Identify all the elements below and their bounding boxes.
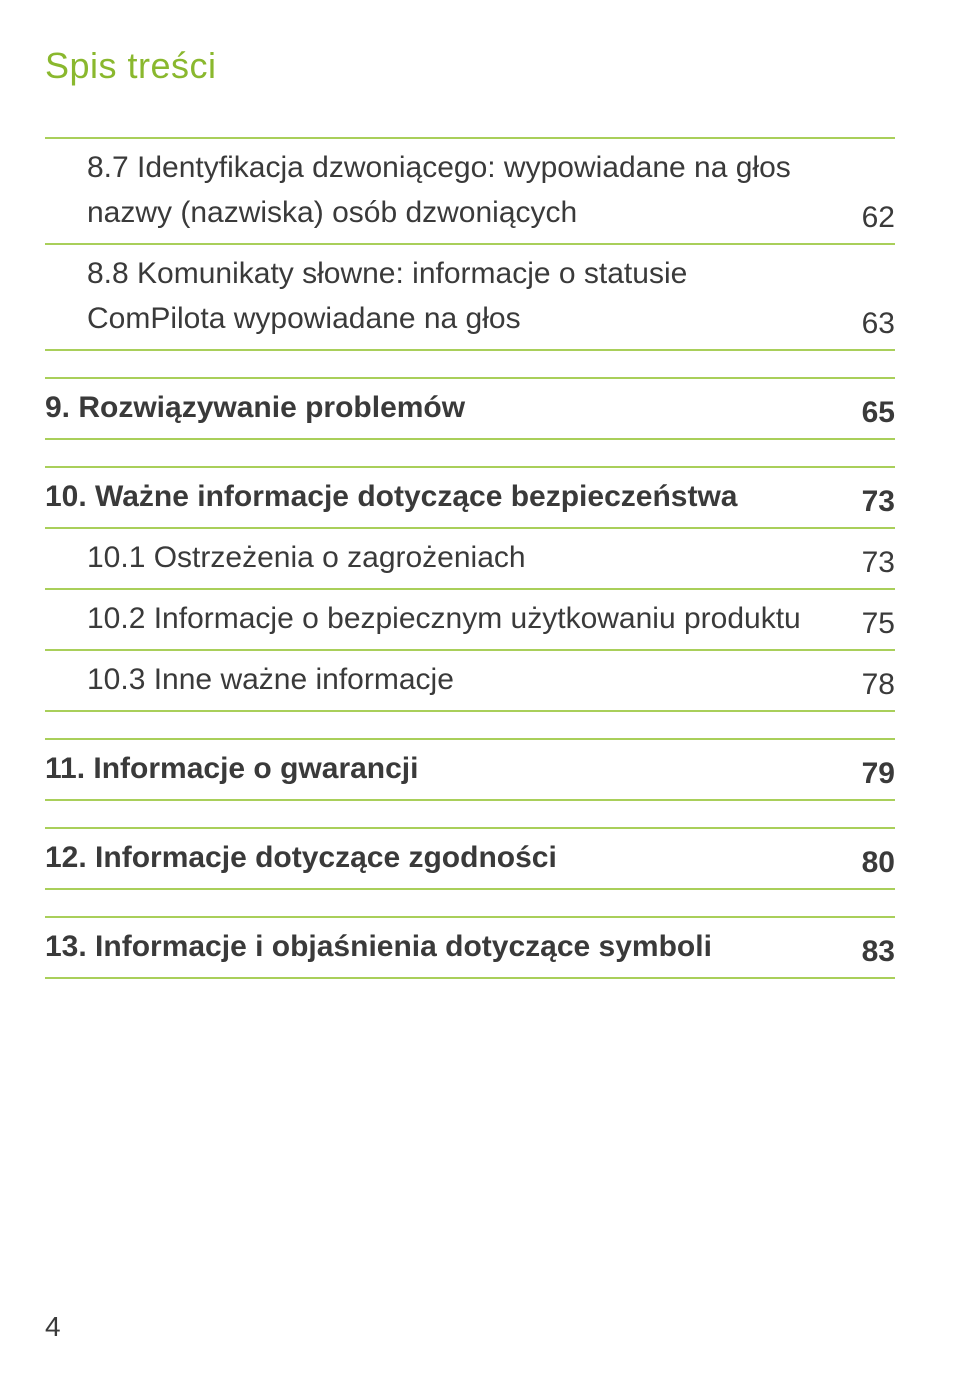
toc-entry-label: 8.7 Identyfikacja dzwoniącego: wypowiada… — [45, 145, 862, 235]
toc-entry-label: 10.2 Informacje o bezpiecznym użytkowani… — [45, 596, 862, 641]
toc-entry-page: 79 — [862, 757, 895, 791]
toc-entry: 8.8 Komunikaty słowne: informacje o stat… — [45, 245, 895, 351]
toc-entry-label: 8.8 Komunikaty słowne: informacje o stat… — [45, 251, 862, 341]
toc-entry: 10.2 Informacje o bezpiecznym użytkowani… — [45, 590, 895, 651]
toc-entry: 10.3 Inne ważne informacje78 — [45, 651, 895, 712]
toc-entry-page: 83 — [862, 935, 895, 969]
toc-entry: 11. Informacje o gwarancji79 — [45, 738, 895, 801]
toc-entry: 12. Informacje dotyczące zgodności80 — [45, 827, 895, 890]
toc-section: 12. Informacje dotyczące zgodności80 — [45, 827, 895, 890]
toc-entry: 8.7 Identyfikacja dzwoniącego: wypowiada… — [45, 137, 895, 245]
toc-entry: 10.1 Ostrzeżenia o zagrożeniach73 — [45, 529, 895, 590]
toc-entry: 10. Ważne informacje dotyczące bezpiecze… — [45, 466, 895, 529]
toc-section: 13. Informacje i objaśnienia dotyczące s… — [45, 916, 895, 979]
toc-entry-label: 10. Ważne informacje dotyczące bezpiecze… — [45, 474, 862, 519]
page-title: Spis treści — [45, 45, 895, 87]
toc-entry-label: 10.3 Inne ważne informacje — [45, 657, 862, 702]
toc-section: 8.7 Identyfikacja dzwoniącego: wypowiada… — [45, 137, 895, 351]
toc-entry-page: 62 — [862, 201, 895, 235]
toc-entry-page: 73 — [862, 546, 895, 580]
toc-root: 8.7 Identyfikacja dzwoniącego: wypowiada… — [45, 137, 895, 979]
toc-entry-label: 11. Informacje o gwarancji — [45, 746, 862, 791]
toc-section: 10. Ważne informacje dotyczące bezpiecze… — [45, 466, 895, 712]
toc-section: 11. Informacje o gwarancji79 — [45, 738, 895, 801]
toc-entry-label: 13. Informacje i objaśnienia dotyczące s… — [45, 924, 862, 969]
toc-entry-label: 9. Rozwiązywanie problemów — [45, 385, 862, 430]
toc-entry-page: 63 — [862, 307, 895, 341]
toc-entry-page: 65 — [862, 396, 895, 430]
page-container: Spis treści 8.7 Identyfikacja dzwoniąceg… — [0, 0, 960, 979]
toc-entry: 13. Informacje i objaśnienia dotyczące s… — [45, 916, 895, 979]
toc-entry-page: 73 — [862, 485, 895, 519]
page-number: 4 — [45, 1311, 61, 1343]
toc-entry-page: 75 — [862, 607, 895, 641]
toc-section: 9. Rozwiązywanie problemów65 — [45, 377, 895, 440]
toc-entry: 9. Rozwiązywanie problemów65 — [45, 377, 895, 440]
toc-entry-label: 12. Informacje dotyczące zgodności — [45, 835, 862, 880]
toc-entry-page: 78 — [862, 668, 895, 702]
toc-entry-label: 10.1 Ostrzeżenia o zagrożeniach — [45, 535, 862, 580]
toc-entry-page: 80 — [862, 846, 895, 880]
